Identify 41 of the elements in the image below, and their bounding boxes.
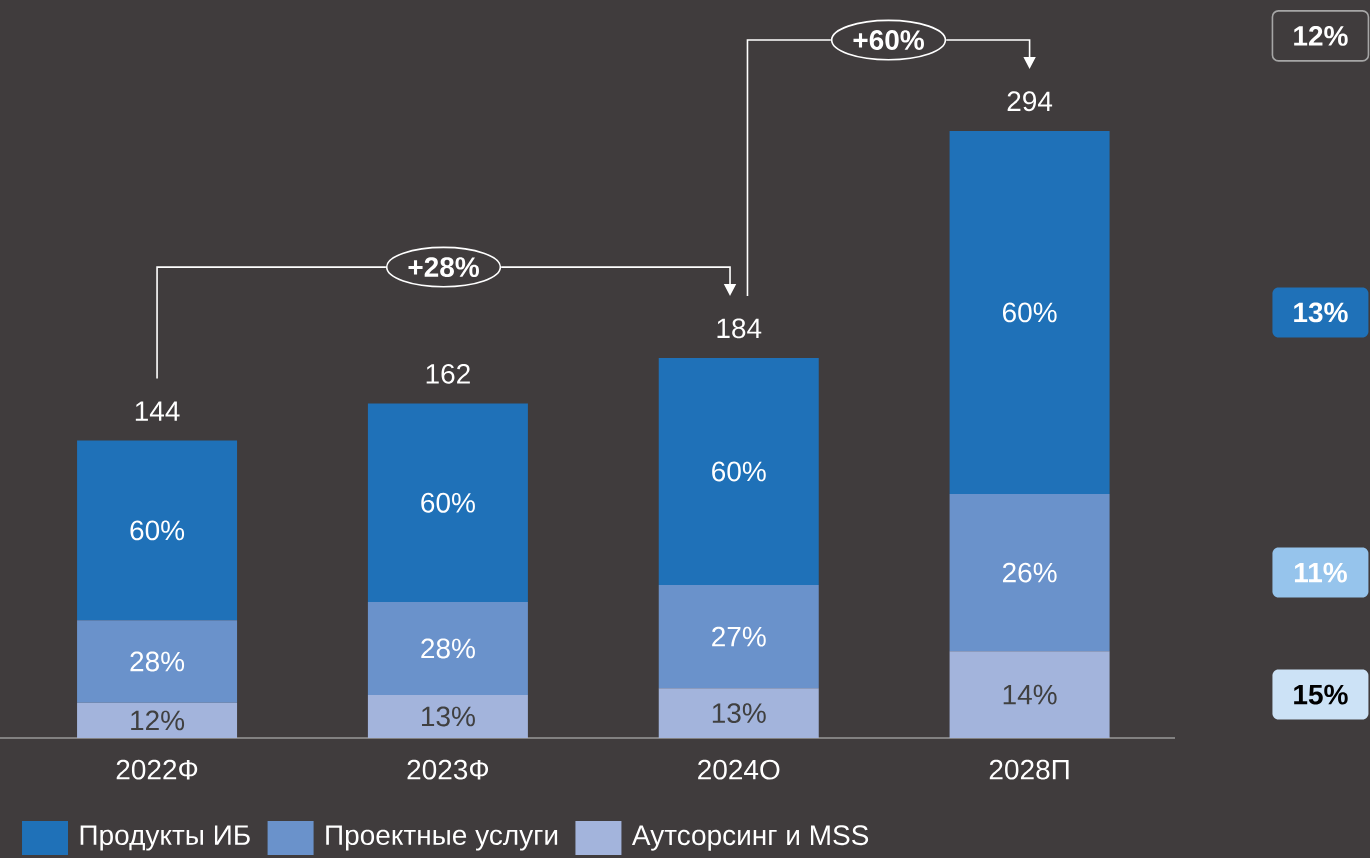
x-tick-label: 2028П bbox=[989, 759, 1069, 780]
annotation: 26% bbox=[1002, 562, 1057, 583]
legend-label: Продукты ИБ bbox=[80, 825, 250, 851]
legend-label: Проектные услуги bbox=[326, 825, 558, 851]
annotation: 12% bbox=[131, 710, 185, 731]
annotation: 28% bbox=[130, 651, 185, 672]
annotation: 184 bbox=[717, 318, 762, 339]
bar bbox=[658, 357, 819, 586]
annotation: 13% bbox=[712, 703, 766, 724]
bar bbox=[77, 440, 238, 621]
annotation: 13% bbox=[422, 706, 475, 727]
bar bbox=[658, 688, 819, 739]
bar bbox=[949, 130, 1110, 494]
bar bbox=[367, 403, 528, 603]
text: 13% bbox=[1294, 302, 1348, 323]
text: +60% bbox=[853, 30, 924, 50]
bar bbox=[367, 602, 528, 695]
text: 12% bbox=[1294, 26, 1348, 46]
annotation: 60% bbox=[712, 461, 766, 482]
annotation: +28% bbox=[408, 257, 479, 278]
bar bbox=[949, 651, 1110, 739]
bar bbox=[658, 585, 819, 689]
annotation: 60% bbox=[421, 492, 475, 513]
annotation: 27% bbox=[712, 626, 766, 647]
annotation: 144 bbox=[135, 401, 180, 421]
annotation: 60% bbox=[130, 520, 185, 541]
bar bbox=[949, 493, 1110, 652]
text: 15% bbox=[1294, 684, 1348, 705]
text: 11% bbox=[1294, 562, 1347, 583]
bar bbox=[77, 620, 238, 703]
bar bbox=[77, 702, 238, 739]
legend-label: Аутсорсинг и MSS bbox=[631, 825, 869, 851]
x-tick-label: 2023Ф bbox=[407, 759, 489, 780]
annotation: 60% bbox=[1002, 302, 1057, 323]
x-tick-label: 2022Ф bbox=[116, 759, 198, 780]
x-tick-label: 2024О bbox=[698, 759, 780, 780]
text: 294 bbox=[1007, 91, 1053, 112]
bar bbox=[367, 694, 528, 739]
annotation: 162 bbox=[426, 363, 470, 384]
annotation: 28% bbox=[421, 638, 475, 659]
annotation: 14% bbox=[1003, 684, 1057, 705]
